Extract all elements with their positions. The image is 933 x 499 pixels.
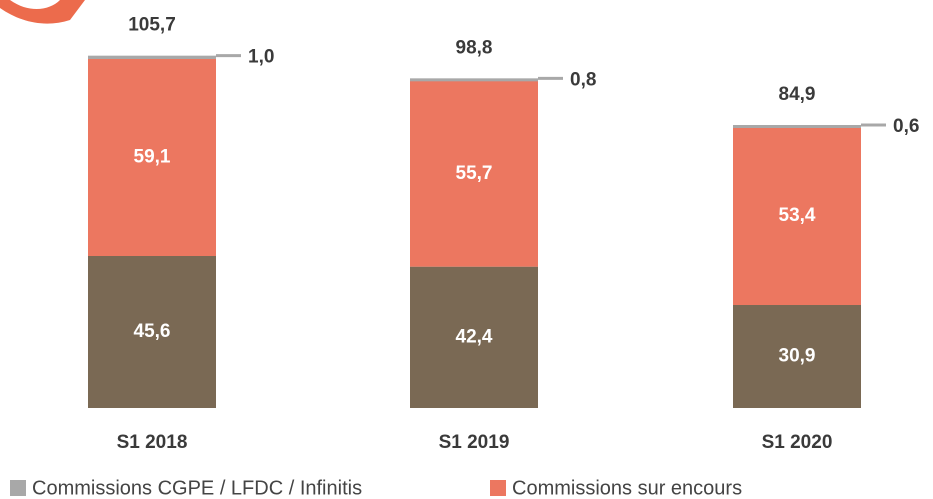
decor-shape — [0, 0, 85, 24]
bar-segment — [88, 55, 216, 59]
bar-segment — [733, 127, 861, 305]
bar-segment — [733, 305, 861, 408]
bar-segment — [88, 59, 216, 256]
value-label: 30,9 — [779, 346, 816, 367]
total-label: 98,8 — [456, 38, 493, 59]
bar-segment — [410, 266, 538, 408]
x-tick-label: S1 2018 — [117, 432, 188, 453]
value-label: 59,1 — [134, 147, 171, 168]
legend-label: Commissions sur encours — [512, 477, 742, 499]
value-label: 42,4 — [456, 326, 493, 347]
x-tick-label: S1 2019 — [439, 432, 510, 453]
legend-swatch — [10, 480, 26, 496]
value-label: 0,6 — [893, 116, 919, 137]
legend-label: Commissions CGPE / LFDC / Infinitis — [32, 477, 362, 499]
bar-segment — [733, 125, 861, 128]
total-label: 105,7 — [128, 15, 176, 36]
bar-segment — [410, 81, 538, 267]
bar-segment — [410, 78, 538, 82]
x-tick-label: S1 2020 — [762, 432, 833, 453]
value-label: 45,6 — [134, 321, 171, 342]
value-label: 55,7 — [456, 163, 493, 184]
value-label: 0,8 — [570, 69, 596, 90]
value-label: 1,0 — [248, 47, 274, 68]
bar-segment — [88, 256, 216, 408]
value-label: 53,4 — [779, 205, 816, 226]
total-label: 84,9 — [779, 84, 816, 105]
legend-swatch — [490, 480, 506, 496]
